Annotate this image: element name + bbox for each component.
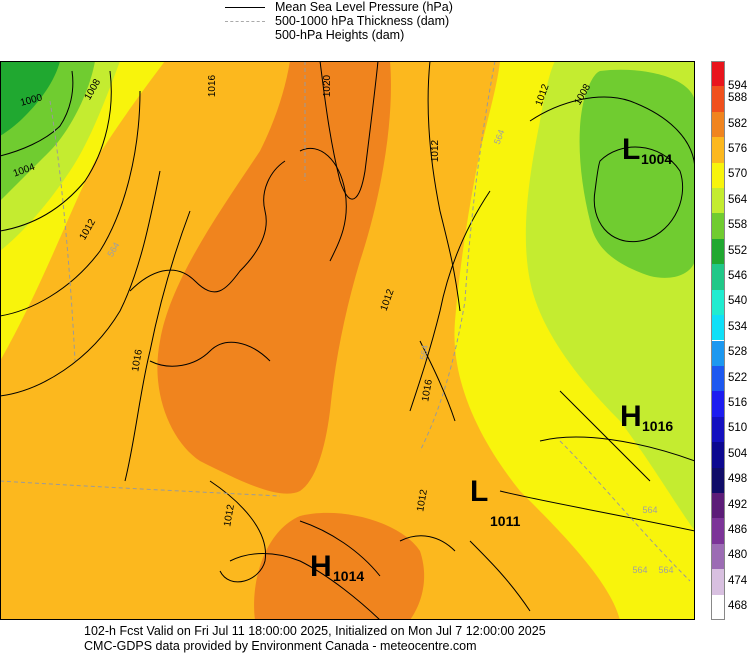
- colorbar-label: 534: [728, 320, 748, 333]
- colorbar-label: 546: [728, 269, 748, 282]
- height-colorbar: 594 588 582 576 570 564 558 552 546 540 534 528 522 5…: [711, 61, 750, 620]
- colorbar-label: 564: [728, 193, 748, 206]
- colorbar-label: 558: [728, 219, 748, 232]
- colorbar-label: 594: [728, 80, 748, 93]
- center-value: 1004: [641, 151, 672, 167]
- colorbar-label: 480: [728, 549, 748, 562]
- pressure-center-low-1004: L 1004: [622, 133, 672, 167]
- france-coast: [299, 520, 381, 577]
- italy-coast: [469, 540, 531, 612]
- isobar-label: 1020: [322, 74, 333, 97]
- isobar-1016-central: [419, 340, 456, 422]
- thickness-line: [0, 480, 281, 497]
- isobars: [0, 61, 695, 620]
- ireland-coast: [149, 341, 271, 367]
- colorbar-label: 540: [728, 295, 748, 308]
- scandinavia-coast: [299, 147, 347, 262]
- center-value: 1016: [642, 418, 673, 434]
- legend-label: 500-1000 hPa Thickness (dam): [275, 14, 450, 28]
- colorbar-label: 528: [728, 346, 748, 359]
- height-region-558-east: [579, 69, 695, 278]
- center-value: 1014: [333, 568, 364, 584]
- isobar-1008: [0, 90, 141, 317]
- legend-label: Mean Sea Level Pressure (hPa): [275, 0, 453, 14]
- isobar-1016-east: [539, 436, 695, 462]
- dashed-line-swatch: [225, 21, 265, 22]
- thickness-label: 564: [658, 565, 673, 575]
- colorbar-label: 504: [728, 447, 748, 460]
- isobar-1016-west: [124, 210, 191, 482]
- thickness-label: 564: [418, 344, 430, 361]
- thickness-lines: [0, 61, 691, 582]
- map-legend: Mean Sea Level Pressure (hPa) 500-1000 h…: [225, 0, 545, 46]
- colorbar-label: 576: [728, 142, 748, 155]
- iberia-coast: [209, 480, 267, 583]
- height-region-582-south: [254, 512, 425, 620]
- colorbar-label: 570: [728, 168, 748, 181]
- center-letter: H: [310, 550, 332, 583]
- colorbar-label: 498: [728, 473, 748, 486]
- isobar-label: 1016: [420, 378, 435, 402]
- weather-map: 1000 1004 1008 1012 1016 1020 1012 1012 …: [0, 61, 695, 620]
- height-region-552-west: [0, 61, 60, 136]
- colorbar-label: 486: [728, 524, 748, 537]
- center-letter: H: [620, 400, 642, 433]
- thickness-label: 564: [632, 565, 647, 575]
- colorbar-label: 582: [728, 117, 748, 130]
- pressure-center-high-1014: H 1014: [310, 550, 364, 584]
- colorbar-label: 474: [728, 574, 748, 587]
- isobar-1020: [319, 61, 379, 200]
- pressure-centers: L 1004 H 1016 L 1011 H 1014: [310, 133, 673, 584]
- isobar-1012-med: [399, 535, 456, 552]
- isobar-1012-east: [499, 490, 695, 532]
- colorbar-frame: [711, 61, 725, 620]
- thickness-line: [419, 61, 496, 452]
- solid-line-swatch: [225, 7, 265, 8]
- colorbar-label: 516: [728, 397, 748, 410]
- height-region-582-ridge: [157, 61, 391, 494]
- thickness-line: [49, 100, 76, 362]
- isobar-1004-east: [593, 146, 684, 243]
- north-sea-coast: [409, 190, 491, 412]
- isobar-label: 1016: [207, 74, 218, 97]
- colorbar-label: 522: [728, 371, 748, 384]
- isobar-label: 1012: [222, 503, 237, 527]
- balkan-coast: [559, 390, 651, 482]
- center-value: 1011: [490, 513, 521, 529]
- isobar-1012-west: [0, 170, 161, 397]
- thickness-label: 564: [642, 505, 657, 515]
- map-footer: 102-h Fcst Valid on Fri Jul 11 18:00:00 …: [0, 624, 750, 657]
- isobar-1012-north: [427, 61, 461, 312]
- isobar-label: 1012: [415, 488, 430, 512]
- colorbar-label: 510: [728, 422, 748, 435]
- colorbar-step-528: 528: [711, 340, 750, 366]
- pressure-center-low-1011: L 1011: [470, 475, 521, 529]
- thickness-label: 564: [492, 128, 507, 146]
- center-letter: L: [470, 475, 488, 508]
- isobar-1012-south: [229, 553, 381, 620]
- legend-label: 500-hPa Heights (dam): [275, 28, 405, 42]
- forecast-valid-text: 102-h Fcst Valid on Fri Jul 11 18:00:00 …: [84, 624, 546, 638]
- map-frame: [0, 61, 695, 620]
- pressure-center-high-1016: H 1016: [620, 400, 673, 434]
- coastlines: [129, 147, 651, 612]
- colorbar-label: 492: [728, 498, 748, 511]
- colorbar-label: 552: [728, 244, 748, 257]
- data-credit-text: CMC-GDPS data provided by Environment Ca…: [84, 639, 477, 653]
- british-isles-coast: [129, 160, 286, 293]
- isobar-label: 1012: [430, 139, 441, 162]
- colorbar-label: 588: [728, 92, 748, 105]
- isobar-label: 1016: [130, 348, 145, 372]
- colorbar-label: 468: [728, 600, 748, 613]
- center-letter: L: [622, 133, 640, 166]
- isobar-1004: [0, 70, 112, 232]
- isobar-1008-east: [529, 96, 695, 172]
- isobar-1000: [0, 70, 74, 157]
